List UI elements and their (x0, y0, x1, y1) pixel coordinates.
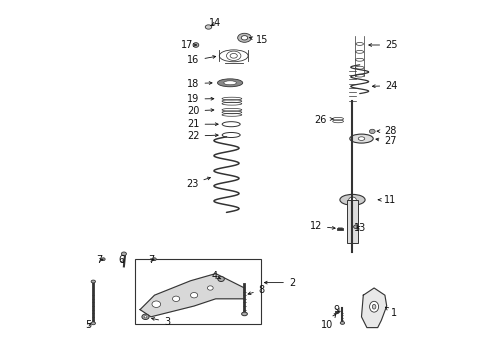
Text: 23: 23 (186, 177, 210, 189)
Ellipse shape (102, 258, 105, 261)
Text: 15: 15 (249, 35, 267, 45)
Ellipse shape (224, 81, 236, 85)
Text: 22: 22 (187, 131, 218, 141)
Polygon shape (140, 274, 244, 317)
Text: 21: 21 (187, 119, 218, 129)
Text: 6: 6 (118, 255, 124, 265)
Ellipse shape (142, 314, 149, 320)
Ellipse shape (152, 258, 156, 261)
Text: 16: 16 (187, 55, 215, 66)
Text: 26: 26 (314, 114, 332, 125)
Text: 4: 4 (211, 271, 221, 281)
Text: 19: 19 (187, 94, 213, 104)
Ellipse shape (237, 33, 251, 42)
Ellipse shape (241, 312, 247, 316)
Text: 7: 7 (147, 255, 154, 265)
Ellipse shape (369, 301, 378, 312)
Ellipse shape (144, 316, 146, 318)
Text: 12: 12 (309, 221, 334, 231)
Ellipse shape (348, 197, 356, 202)
Ellipse shape (217, 79, 242, 87)
Text: 20: 20 (187, 106, 213, 116)
Ellipse shape (241, 36, 247, 40)
Text: 9: 9 (332, 305, 339, 315)
Text: 10: 10 (321, 315, 335, 330)
Text: 28: 28 (376, 126, 396, 136)
Text: 27: 27 (375, 136, 396, 146)
Polygon shape (361, 288, 386, 328)
Text: 11: 11 (378, 195, 396, 205)
Text: 5: 5 (85, 320, 92, 330)
Ellipse shape (121, 252, 126, 256)
Text: 14: 14 (208, 18, 221, 28)
Ellipse shape (91, 322, 95, 325)
Ellipse shape (353, 225, 358, 229)
Text: 24: 24 (372, 81, 397, 91)
Ellipse shape (190, 292, 197, 298)
Text: 8: 8 (247, 285, 264, 295)
Text: 1: 1 (385, 307, 396, 318)
Text: 18: 18 (187, 78, 212, 89)
Ellipse shape (207, 286, 213, 290)
Text: 25: 25 (368, 40, 397, 50)
Text: 2: 2 (264, 278, 295, 288)
Ellipse shape (205, 25, 211, 29)
Ellipse shape (91, 280, 95, 283)
Ellipse shape (152, 301, 160, 307)
Text: 3: 3 (151, 317, 170, 327)
Ellipse shape (371, 305, 375, 309)
Ellipse shape (218, 276, 224, 282)
Ellipse shape (339, 194, 365, 205)
Text: 7: 7 (97, 255, 102, 265)
Text: 17: 17 (181, 40, 196, 50)
Ellipse shape (368, 129, 374, 134)
Ellipse shape (340, 321, 344, 324)
Ellipse shape (172, 296, 179, 302)
Ellipse shape (193, 43, 199, 48)
Ellipse shape (358, 137, 364, 140)
Bar (134, 259, 260, 324)
Ellipse shape (349, 134, 372, 143)
Text: 13: 13 (354, 223, 366, 233)
Bar (346, 200, 357, 243)
